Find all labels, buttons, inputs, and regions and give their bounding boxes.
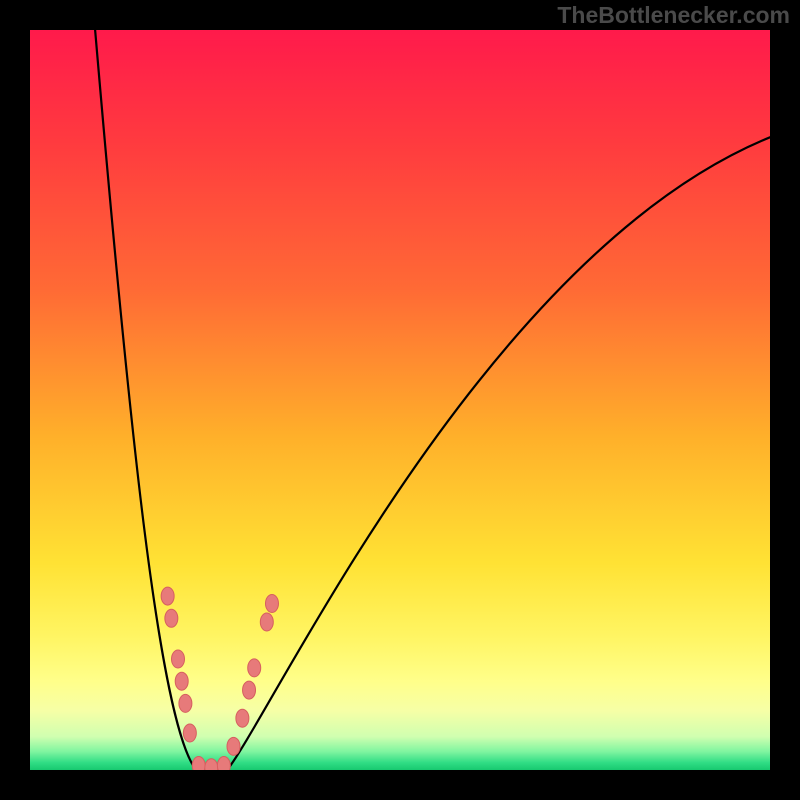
data-marker (161, 587, 174, 605)
data-marker (192, 757, 205, 770)
bottleneck-chart (30, 30, 770, 770)
chart-frame: TheBottlenecker.com (0, 0, 800, 800)
data-marker (243, 681, 256, 699)
data-marker (172, 650, 185, 668)
data-marker (165, 609, 178, 627)
watermark-text: TheBottlenecker.com (557, 2, 790, 29)
data-marker (175, 672, 188, 690)
data-marker (248, 659, 261, 677)
data-marker (183, 724, 196, 742)
data-marker (227, 737, 240, 755)
data-marker (265, 595, 278, 613)
plot-background (30, 30, 770, 770)
data-marker (260, 613, 273, 631)
data-marker (236, 709, 249, 727)
data-marker (179, 694, 192, 712)
data-marker (217, 757, 230, 770)
